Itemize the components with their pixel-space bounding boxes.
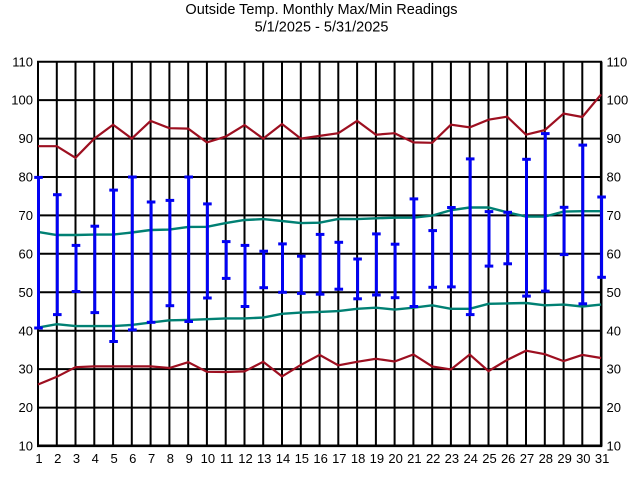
svg-text:22: 22: [426, 451, 440, 466]
svg-text:8: 8: [167, 451, 174, 466]
svg-text:110: 110: [607, 54, 628, 69]
svg-text:20: 20: [388, 451, 402, 466]
svg-text:20: 20: [607, 400, 621, 415]
svg-text:25: 25: [482, 451, 496, 466]
svg-text:60: 60: [19, 246, 33, 261]
svg-text:28: 28: [539, 451, 553, 466]
svg-text:70: 70: [607, 208, 621, 223]
svg-text:30: 30: [576, 451, 590, 466]
svg-text:90: 90: [19, 131, 33, 146]
svg-text:90: 90: [607, 131, 621, 146]
svg-text:40: 40: [607, 323, 621, 338]
svg-text:18: 18: [351, 451, 365, 466]
svg-text:5/1/2025 - 5/31/2025: 5/1/2025 - 5/31/2025: [255, 20, 389, 36]
svg-text:6: 6: [129, 451, 136, 466]
svg-text:70: 70: [19, 208, 33, 223]
svg-text:40: 40: [19, 323, 33, 338]
svg-text:5: 5: [110, 451, 117, 466]
svg-text:10: 10: [607, 439, 621, 454]
svg-text:14: 14: [276, 451, 290, 466]
svg-text:2: 2: [54, 451, 61, 466]
svg-text:10: 10: [201, 451, 215, 466]
svg-text:100: 100: [607, 93, 629, 108]
svg-text:7: 7: [148, 451, 155, 466]
svg-text:17: 17: [332, 451, 346, 466]
svg-text:3: 3: [73, 451, 80, 466]
svg-text:60: 60: [607, 246, 621, 261]
svg-text:100: 100: [11, 93, 33, 108]
svg-text:9: 9: [186, 451, 193, 466]
svg-text:19: 19: [370, 451, 384, 466]
svg-text:10: 10: [19, 439, 33, 454]
svg-text:16: 16: [313, 451, 327, 466]
svg-text:31: 31: [595, 451, 609, 466]
svg-text:11: 11: [220, 451, 234, 466]
svg-text:4: 4: [92, 451, 99, 466]
svg-text:80: 80: [607, 170, 621, 185]
svg-text:29: 29: [557, 451, 571, 466]
svg-text:80: 80: [19, 170, 33, 185]
svg-text:30: 30: [607, 362, 621, 377]
svg-text:50: 50: [607, 285, 621, 300]
svg-text:21: 21: [407, 451, 421, 466]
svg-text:12: 12: [238, 451, 252, 466]
svg-text:24: 24: [463, 451, 477, 466]
svg-text:20: 20: [19, 400, 33, 415]
svg-text:1: 1: [35, 451, 42, 466]
svg-text:27: 27: [520, 451, 534, 466]
svg-text:50: 50: [19, 285, 33, 300]
svg-text:23: 23: [445, 451, 459, 466]
svg-text:30: 30: [19, 362, 33, 377]
svg-text:15: 15: [295, 451, 309, 466]
svg-text:Outside Temp. Monthly Max/Min: Outside Temp. Monthly Max/Min Readings: [185, 2, 457, 18]
svg-text:13: 13: [257, 451, 271, 466]
svg-text:26: 26: [501, 451, 515, 466]
svg-text:110: 110: [12, 54, 33, 69]
